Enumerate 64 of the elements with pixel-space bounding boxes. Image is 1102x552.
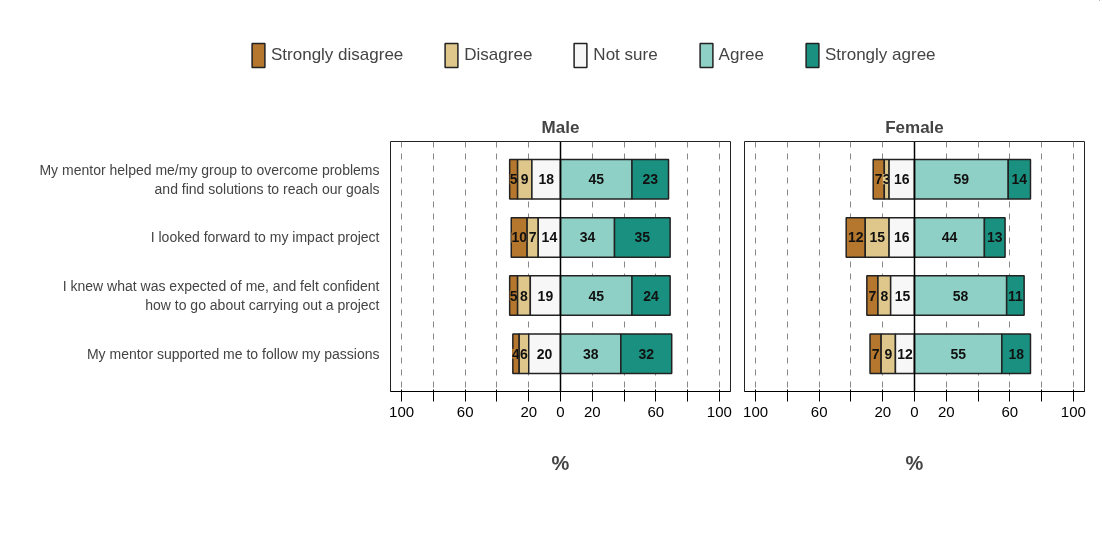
- x-tick-label: 20: [937, 402, 955, 420]
- legend-label: Strongly disagree: [271, 45, 404, 65]
- data-label: 7: [528, 229, 537, 246]
- x-tick-label: 100: [1060, 402, 1086, 420]
- data-label: 35: [634, 229, 651, 246]
- data-label: 13: [986, 229, 1003, 246]
- x-axis-title: %: [905, 451, 924, 474]
- data-label: 14: [541, 229, 558, 246]
- data-label: 12: [897, 345, 913, 362]
- data-label: 15: [894, 287, 911, 304]
- data-label: 18: [1008, 345, 1025, 362]
- data-label: 32: [638, 345, 655, 362]
- x-tick-label: 100: [706, 402, 732, 420]
- x-tick-label: 20: [874, 402, 892, 420]
- data-label: 7: [868, 287, 877, 304]
- data-label: 59: [953, 171, 970, 188]
- data-label: 8: [520, 287, 529, 304]
- data-label: 18: [538, 171, 555, 188]
- data-label: 55: [950, 345, 967, 362]
- data-label: 44: [941, 229, 958, 246]
- data-label: 34: [579, 229, 596, 246]
- y-tick-label: My mentor helped me/my group to overcome problems and find solutions to reach our goals: [39, 161, 380, 197]
- legend-label: Strongly agree: [824, 45, 936, 65]
- data-label: 7: [871, 345, 880, 362]
- x-tick-label: 20: [520, 402, 538, 420]
- y-tick-label: My mentor supported me to follow my passions: [86, 345, 380, 362]
- x-tick-label: 60: [456, 402, 474, 420]
- x-tick-label: 0: [910, 402, 919, 420]
- legend-label: Disagree: [464, 45, 533, 65]
- data-label: 24: [643, 287, 660, 304]
- data-label: 45: [588, 287, 605, 304]
- y-tick-label: I knew what was expected of me, and felt confident how to go about carrying out a project: [62, 277, 380, 314]
- data-label: 19: [537, 287, 554, 304]
- x-tick-label: 60: [647, 402, 665, 420]
- data-label: 8: [880, 287, 889, 304]
- data-label: 58: [952, 287, 969, 304]
- x-tick-label: 60: [1001, 402, 1019, 420]
- data-label: 20: [536, 345, 553, 362]
- data-label: 5: [509, 287, 518, 304]
- data-label: 12: [847, 229, 864, 246]
- data-label: 9: [520, 171, 529, 188]
- legend-label: Agree: [718, 45, 764, 65]
- data-label: 16: [894, 229, 910, 246]
- data-label: 45: [588, 171, 605, 188]
- x-tick-label: 100: [389, 402, 415, 420]
- data-label: 7: [874, 171, 883, 188]
- x-tick-label: 60: [810, 402, 828, 420]
- x-tick-label: 100: [743, 402, 769, 420]
- data-label: 9: [884, 345, 893, 362]
- data-label: 38: [582, 345, 599, 362]
- data-label: 15: [869, 229, 886, 246]
- x-tick-label: 0: [556, 402, 565, 420]
- chart-title: Male: [541, 117, 580, 137]
- data-label: 11: [1007, 287, 1023, 304]
- y-tick-label: I looked forward to my impact project: [150, 229, 380, 246]
- legend-label: Not sure: [593, 45, 658, 65]
- data-label: 5: [509, 171, 518, 188]
- chart-title: Female: [885, 117, 944, 137]
- data-label: 14: [1011, 171, 1028, 188]
- data-label: 6: [520, 345, 529, 362]
- x-tick-label: 20: [583, 402, 601, 420]
- data-label: 23: [642, 171, 659, 188]
- data-label: 16: [894, 171, 910, 188]
- x-axis-title: %: [551, 451, 570, 474]
